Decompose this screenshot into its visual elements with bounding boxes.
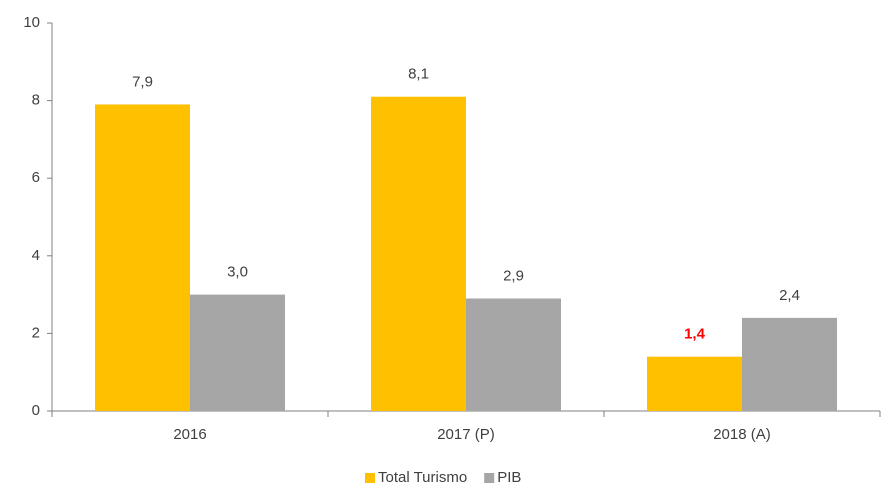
value-label: 2,9 bbox=[503, 267, 524, 284]
value-label: 1,4 bbox=[684, 326, 706, 343]
y-tick-label: 4 bbox=[32, 247, 40, 264]
bar bbox=[466, 298, 561, 411]
bar bbox=[95, 104, 190, 411]
legend-label: Total Turismo bbox=[378, 469, 467, 486]
bar bbox=[742, 317, 837, 411]
y-tick-label: 0 bbox=[32, 402, 40, 419]
value-label: 7,9 bbox=[132, 73, 153, 90]
y-tick-label: 2 bbox=[32, 324, 40, 341]
x-tick-label: 2018 (A) bbox=[713, 426, 771, 443]
bar bbox=[647, 356, 742, 411]
value-label: 3,0 bbox=[227, 264, 248, 281]
y-tick-label: 6 bbox=[32, 169, 40, 186]
legend-label: PIB bbox=[497, 469, 521, 486]
y-tick-label: 10 bbox=[23, 14, 40, 31]
x-tick-label: 2016 bbox=[173, 426, 206, 443]
legend-swatch bbox=[365, 473, 375, 483]
legend-swatch bbox=[484, 473, 495, 483]
bar bbox=[190, 294, 285, 411]
x-tick-label: 2017 (P) bbox=[437, 426, 495, 443]
value-label: 2,4 bbox=[779, 287, 800, 304]
value-label: 8,1 bbox=[408, 66, 429, 83]
bar bbox=[371, 96, 466, 411]
y-tick-label: 8 bbox=[32, 92, 40, 109]
